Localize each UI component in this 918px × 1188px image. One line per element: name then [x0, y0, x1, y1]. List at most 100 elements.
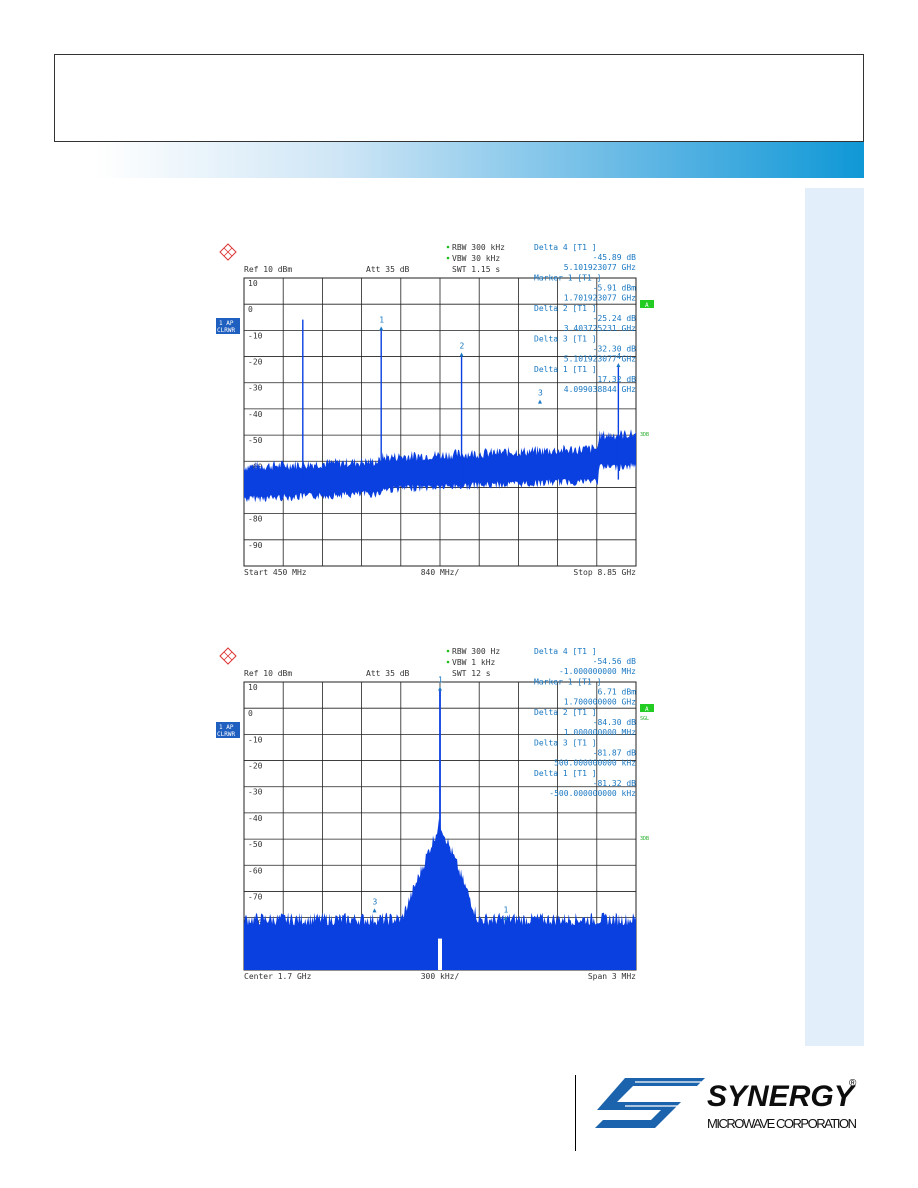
y-tick-label: -50	[248, 840, 263, 849]
marker-number: 3	[538, 389, 543, 398]
marker-number: 1	[438, 676, 443, 685]
y-tick-label: -10	[248, 331, 263, 340]
marker-readout: -1.000000000 MHz	[559, 667, 636, 676]
vbw-dot	[446, 256, 450, 260]
marker-readout: Delta 4 [T1 ]	[534, 647, 597, 656]
badge-line-1: 1 AP	[219, 724, 234, 731]
y-tick-label: 0	[248, 709, 253, 718]
marker-arrow	[379, 326, 384, 331]
indicator-a: A	[645, 302, 649, 309]
badge-line-1: 1 AP	[219, 320, 234, 327]
marker-readout: 500.000000000 kHz	[554, 759, 636, 768]
marker-readout: Delta 1 [T1 ]	[534, 769, 597, 778]
marker-readout: 1.000000000 MHz	[564, 728, 636, 737]
rohde-logo-icon	[219, 647, 237, 665]
vbw-dot	[446, 660, 450, 664]
x-div-label: 840 MHz/	[421, 568, 460, 577]
marker-arrow	[438, 686, 442, 691]
marker-readout: Delta 1 [T1 ]	[534, 365, 597, 374]
swt-label: SWT 12 s	[452, 669, 491, 678]
badge-line-2: CLRWR	[217, 731, 235, 738]
rbw-dot	[446, 649, 450, 653]
y-tick-label: -20	[248, 762, 263, 771]
y-tick-label: -30	[248, 788, 263, 797]
logo-swoosh-icon	[595, 1078, 705, 1128]
vbw-label: VBW 1 kHz	[452, 658, 496, 667]
marker-readout: -5.91 dBm	[593, 284, 637, 293]
logo-subtitle: MICROWAVE CORPORATION	[707, 1116, 857, 1131]
marker-readout: Delta 2 [T1 ]	[534, 708, 597, 717]
y-tick-label: -80	[248, 515, 263, 524]
trace-badge	[216, 722, 240, 738]
y-tick-label: -50	[248, 436, 263, 445]
marker-readout: Marker 1 [T1 ]	[534, 678, 601, 687]
y-tick-label: 10	[248, 279, 258, 288]
sidebar-panel	[805, 188, 864, 1046]
rbw-dot	[446, 245, 450, 249]
x-div-label: 300 kHz/	[421, 972, 460, 981]
marker-readout: -81.32 dB	[593, 779, 637, 788]
carrier-gap	[438, 938, 442, 970]
marker-readout: 4.099038844 GHz	[564, 385, 636, 394]
y-tick-label: -40	[248, 814, 263, 823]
indicator-3db: 3DB	[640, 836, 649, 842]
indicator-sgl: SGL	[640, 716, 649, 722]
marker-readout: -45.89 dB	[593, 253, 637, 262]
badge-line-2: CLRWR	[217, 327, 235, 334]
marker-number: 2	[460, 342, 465, 351]
x-stop-label: Stop 8.85 GHz	[573, 568, 636, 577]
marker-number: 4	[616, 352, 621, 361]
rbw-label: RBW 300 kHz	[452, 243, 505, 252]
logo-divider	[575, 1075, 576, 1151]
marker-readout: 1.701923077 GHz	[564, 294, 636, 303]
y-tick-label: 0	[248, 305, 253, 314]
vbw-label: VBW 30 kHz	[452, 254, 500, 263]
marker-readout: 6.71 dBm	[597, 688, 636, 697]
header-gradient-band	[54, 142, 864, 178]
green-indicator	[640, 704, 654, 712]
noise-floor	[244, 818, 636, 970]
marker-number: 1	[503, 905, 508, 914]
y-tick-label: -20	[248, 358, 263, 367]
rohde-logo-icon	[219, 243, 237, 261]
synergy-logo: SYNERGY ® MICROWAVE CORPORATION	[595, 1078, 857, 1131]
attenuation-label: Att 35 dB	[366, 669, 410, 678]
marker-arrow	[616, 363, 621, 368]
y-tick-label: -40	[248, 410, 263, 419]
y-tick-label: 10	[248, 683, 258, 692]
marker-readout: Delta 3 [T1 ]	[534, 739, 597, 748]
marker-readout: Delta 4 [T1 ]	[534, 243, 597, 252]
rbw-label: RBW 300 Hz	[452, 647, 500, 656]
marker-readout: 17.32 dB	[597, 375, 636, 384]
indicator-a: A	[645, 706, 649, 713]
marker-readout: 5.101923077 GHz	[564, 355, 636, 364]
marker-readout: -25.24 dB	[593, 314, 637, 323]
marker-readout: Marker 1 [T1 ]	[534, 274, 601, 283]
marker-readout: -54.56 dB	[593, 657, 637, 666]
y-tick-label: -30	[248, 384, 263, 393]
marker-readout: -84.30 dB	[593, 718, 637, 727]
marker-readout: Delta 2 [T1 ]	[534, 304, 597, 313]
noise-floor	[244, 429, 636, 503]
indicator-3db: 3DB	[640, 432, 649, 438]
marker-number: 1	[379, 315, 384, 324]
x-start-label: Start 450 MHz	[244, 568, 307, 577]
marker-readout: 5.101923077 GHz	[564, 263, 636, 272]
marker-arrow	[459, 352, 464, 357]
ref-level-label: Ref 10 dBm	[244, 669, 292, 678]
header-frame	[54, 54, 864, 142]
x-start-label: Center 1.7 GHz	[244, 972, 312, 981]
plot-grid	[243, 277, 637, 567]
x-stop-label: Span 3 MHz	[588, 972, 636, 981]
ref-level-label: Ref 10 dBm	[244, 265, 292, 274]
marker-readout: 3.403725231 GHz	[564, 324, 636, 333]
attenuation-label: Att 35 dB	[366, 265, 410, 274]
spectrum-trace	[244, 690, 636, 970]
logo-registered: ®	[849, 1078, 857, 1089]
y-tick-label: -10	[248, 735, 263, 744]
trace-badge	[216, 318, 240, 334]
swt-label: SWT 1.15 s	[452, 265, 500, 274]
marker-readout: 1.700000000 GHz	[564, 698, 636, 707]
